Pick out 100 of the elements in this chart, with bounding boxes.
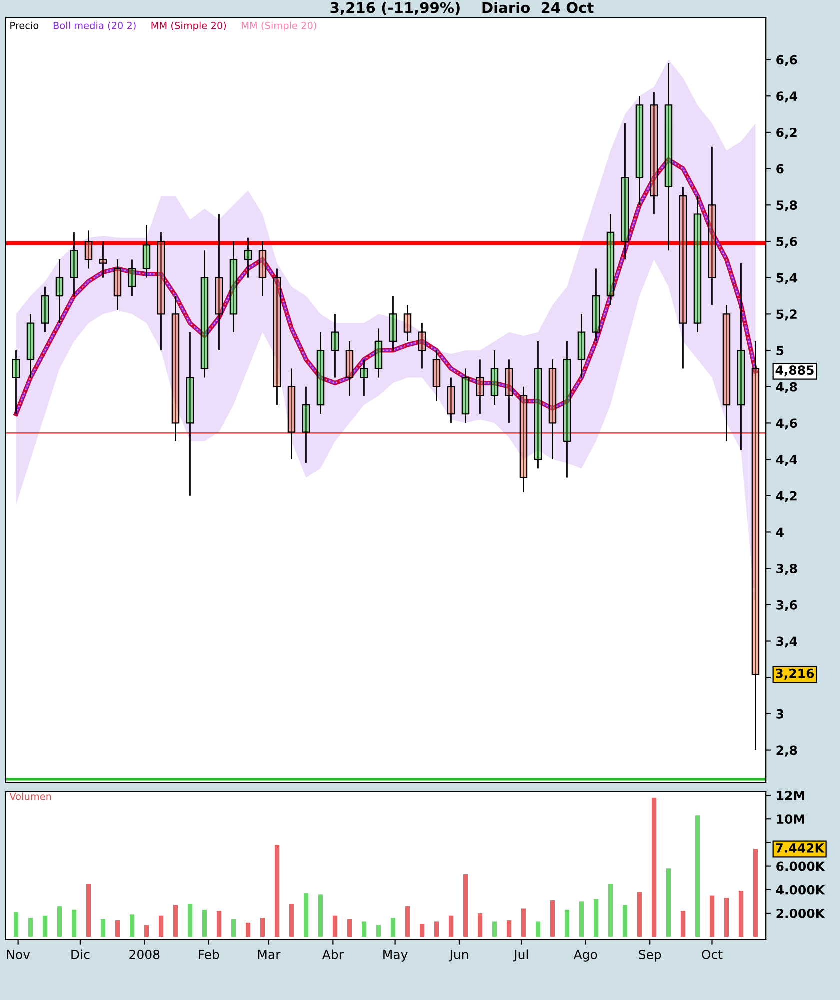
y-tick-label: 2,8 [776,746,798,757]
bar [289,904,294,938]
bar [188,904,193,938]
candlestick [215,214,224,352]
candlestick [26,313,35,378]
y-tick-label: 6 [776,164,784,174]
bar [478,913,483,938]
x-tick-label: Ago [574,950,598,962]
bar [274,845,280,938]
y-tick-label: 3,6 [776,600,798,612]
text: Precio [10,22,39,30]
candlestick [84,230,93,270]
text: Boll media (20 2) [54,22,136,30]
bar [376,925,382,938]
bar [434,922,440,938]
candlestick [520,386,528,493]
bar [492,922,498,938]
annotation: 7.442K [776,843,825,853]
bar [28,918,34,938]
bar [680,911,686,938]
bar [594,899,599,938]
bar [420,924,425,938]
bar [14,912,19,938]
candlestick [708,146,716,306]
y-tick-label: 4,4 [776,455,798,466]
candlestick [432,350,441,402]
candlestick [331,313,340,378]
candlestick [230,240,238,334]
y-tick-label: 3,4 [776,636,798,648]
y-tick-label: 4,6 [776,418,798,430]
candlestick [476,358,484,415]
candlestick [664,62,673,252]
candlestick [621,122,630,260]
x-tick-label: Abr [322,950,344,960]
bar [144,925,150,938]
candlestick [70,232,78,297]
bar [347,919,352,938]
bar [332,916,338,938]
candlestick [404,304,412,342]
x-tick-label: Oct [702,950,723,960]
x-tick-label: Jun [449,950,468,962]
bar [695,816,700,938]
y-tick-label: 5 [776,346,784,356]
candlestick [548,358,557,460]
bar [231,919,236,938]
y-tick-label: 4,2 [776,491,797,502]
text: MM (Simple 20) [242,22,316,32]
candlestick [650,92,658,215]
chart-title: 3,216 (-11,99%) Diario 24 Oct [330,2,594,16]
candlestick [578,313,586,378]
candlestick [244,237,252,279]
candlestick [99,240,108,279]
candlestick [490,350,499,406]
bar [100,919,106,938]
bar [72,910,77,938]
candlestick [592,268,600,342]
x-tick-label: Feb [199,950,220,960]
y-tick-label: 3 [776,709,784,719]
candlestick [273,268,282,406]
y-tick-label: 3,8 [776,564,798,576]
candlestick [56,258,64,324]
bar [260,918,266,938]
bar [318,894,324,938]
bar [216,911,222,938]
bar [652,798,657,938]
x-tick-label: Sep [639,950,662,962]
candlestick [722,304,731,442]
bar [506,920,512,938]
bar [622,905,628,938]
candlestick [563,340,572,478]
y-tick-label: 2.000K [776,908,826,918]
candlestick [694,195,702,334]
bar [130,914,135,938]
bar [42,916,48,938]
bar [158,916,164,938]
candlestick [288,368,296,460]
bar [753,849,758,938]
bar [448,916,454,938]
candlestick [200,250,209,378]
bar [521,908,526,938]
bar [390,918,396,938]
bar [405,906,410,938]
bar [463,874,468,938]
candlestick [360,358,368,397]
bar [115,920,120,938]
bar [173,905,178,938]
candlestick [346,340,354,397]
candlestick [258,240,267,297]
candlestick [128,258,136,297]
bar [86,884,92,938]
bar [579,902,584,938]
candlestick [606,214,615,306]
y-tick-label: 4 [776,528,784,537]
annotation: 4,885 [776,366,814,377]
x-tick-label: Dic [72,950,90,960]
candlestick [636,95,644,206]
candlestick [462,368,470,424]
y-tick-label: 6,4 [776,92,798,103]
candlestick [186,332,194,497]
y-tick-label: 6,2 [776,128,797,139]
